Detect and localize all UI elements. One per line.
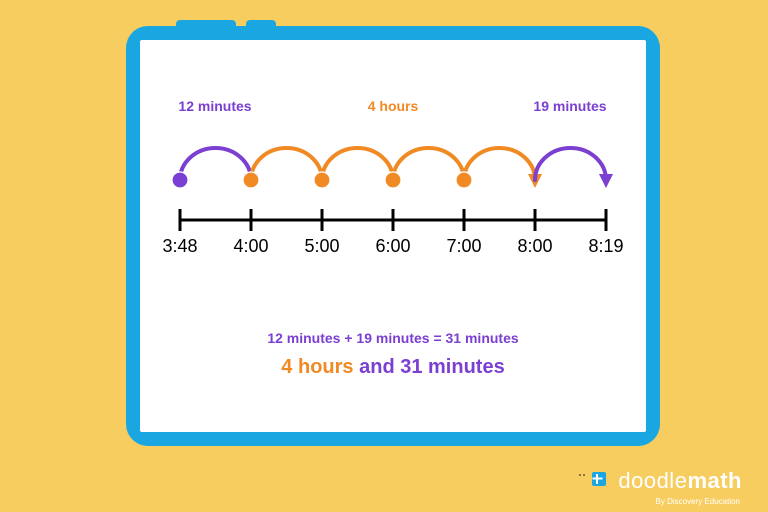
- equation-text: 12 minutes + 19 minutes = 31 minutes: [140, 330, 646, 346]
- jump-label: 19 minutes: [533, 98, 606, 114]
- time-tick-label: 8:19: [588, 236, 623, 257]
- arc-start-dot: [172, 172, 188, 188]
- time-tick-label: 6:00: [375, 236, 410, 257]
- time-tick-label: 5:00: [304, 236, 339, 257]
- star-icon: [572, 466, 612, 496]
- arc-start-dot: [385, 172, 401, 188]
- result-text: 4 hours and 31 minutes: [140, 356, 646, 379]
- logo-text: doodlemath: [618, 468, 742, 494]
- tablet-frame: 12 minutes 4 hours 19 minutes 3:48 4:00 5:00…: [126, 26, 660, 446]
- result-part: 4 hours: [281, 356, 353, 378]
- time-tick-label: 4:00: [233, 236, 268, 257]
- jump-label: 12 minutes: [178, 98, 251, 114]
- brand-logo: doodlemath: [572, 466, 742, 496]
- tablet-button-notch: [176, 20, 236, 30]
- result-part: 31 minutes: [400, 356, 504, 378]
- jump-arc: [180, 148, 251, 180]
- jump-arc: [464, 148, 535, 180]
- logo-byline: By Discovery Education: [656, 497, 740, 506]
- result-part: and: [354, 356, 401, 378]
- jump-arc: [535, 148, 606, 180]
- arc-start-dot: [243, 172, 259, 188]
- tablet-button-notch: [246, 20, 276, 30]
- jump-arc: [251, 148, 322, 180]
- arc-arrowhead: [599, 174, 613, 188]
- jump-arc: [322, 148, 393, 180]
- time-tick-label: 8:00: [517, 236, 552, 257]
- time-tick-label: 7:00: [446, 236, 481, 257]
- jump-arc: [393, 148, 464, 180]
- arc-start-dot: [314, 172, 330, 188]
- numberline-diagram: [140, 40, 646, 300]
- arc-start-dot: [456, 172, 472, 188]
- time-tick-label: 3:48: [162, 236, 197, 257]
- jump-label: 4 hours: [368, 98, 419, 114]
- tablet-screen: 12 minutes 4 hours 19 minutes 3:48 4:00 5:00…: [140, 40, 646, 432]
